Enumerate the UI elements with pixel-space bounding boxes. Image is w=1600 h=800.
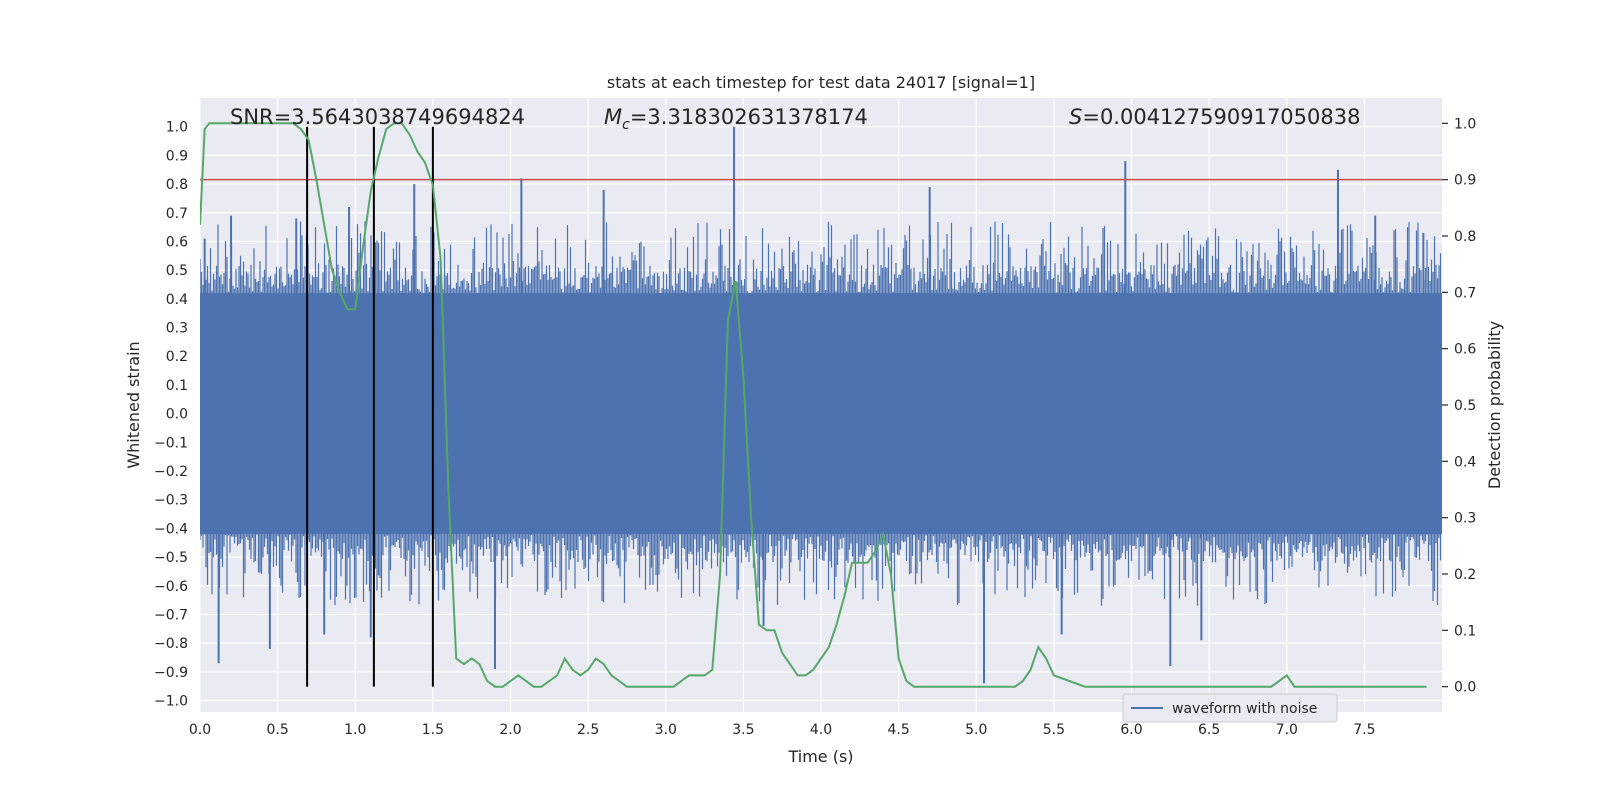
y-tick-label: 0.2 [166, 349, 188, 365]
y-axis-label: Whitened strain [124, 341, 143, 468]
s-symbol: S [1069, 105, 1082, 129]
y2-tick-label: 0.6 [1454, 342, 1476, 358]
y2-tick-label: 0.8 [1454, 229, 1476, 245]
y2-tick-label: 0.3 [1454, 511, 1476, 527]
y2-tick-label: 0.1 [1454, 623, 1476, 639]
series-detection-probability [200, 122, 1427, 688]
y-tick-label: −0.5 [154, 550, 188, 566]
x-tick-label: 5.5 [1043, 722, 1065, 738]
y-tick-label: −0.1 [154, 435, 188, 451]
y-tick-label: −0.9 [154, 665, 188, 681]
series-waveform-with-noise [200, 126, 1442, 684]
x-tick-label: 0.0 [189, 722, 211, 738]
x-tick-label: 2.0 [499, 722, 521, 738]
mc-subscript: c [622, 117, 630, 133]
snr-annotation: SNR=3.5643038749694824 [230, 105, 525, 129]
s-annotation: S=0.004127590917050838 [1069, 105, 1360, 129]
y-tick-label: 0.4 [166, 292, 188, 308]
y-tick-label: −0.7 [154, 607, 188, 623]
x-tick-label: 1.0 [344, 722, 366, 738]
x-ticks: 0.0 0.5 1.0 1.5 2.0 2.5 3.0 3.5 4.0 4.5 5.0 5.5 6.0 6… [189, 722, 1376, 738]
y-tick-label: 0.6 [166, 234, 188, 250]
y-ticks: 1.0 0.9 0.8 0.7 0.6 0.5 0.4 0.3 0.2 0.1 0.0 −0.1 −0.… [154, 120, 188, 710]
y-tick-label: 0.8 [166, 177, 188, 193]
x-tick-label: 7.0 [1276, 722, 1298, 738]
y2-ticks: 1.0 0.9 0.8 0.7 0.6 0.5 0.4 0.3 0.2 0.1 0.0 [1442, 116, 1476, 696]
chirp-mass-annotation: Mc=3.318302631378174 [604, 105, 868, 133]
mc-symbol: M [604, 105, 622, 129]
y-tick-label: −0.6 [154, 579, 188, 595]
y-tick-label: 0.7 [166, 206, 188, 222]
s-value: =0.004127590917050838 [1082, 105, 1360, 129]
x-tick-label: 6.5 [1198, 722, 1220, 738]
y-tick-label: −0.3 [154, 493, 188, 509]
x-tick-label: 3.5 [732, 722, 754, 738]
x-axis-label: Time (s) [787, 747, 853, 766]
y-tick-label: 0.0 [166, 407, 188, 423]
y2-tick-label: 0.7 [1454, 285, 1476, 301]
y2-tick-label: 1.0 [1454, 116, 1476, 132]
y-tick-label: 0.1 [166, 378, 188, 394]
y-tick-label: −1.0 [154, 694, 188, 710]
x-tick-label: 5.0 [965, 722, 987, 738]
waveform-noise [200, 221, 1442, 606]
legend: waveform with noise [1122, 693, 1338, 723]
y-tick-label: 0.3 [166, 321, 188, 337]
y2-tick-label: 0.2 [1454, 567, 1476, 583]
chart-title: stats at each timestep for test data 240… [607, 73, 1035, 92]
mc-value: =3.318302631378174 [630, 105, 868, 129]
y2-tick-label: 0.4 [1454, 454, 1476, 470]
x-tick-label: 4.0 [810, 722, 832, 738]
x-tick-label: 2.5 [577, 722, 599, 738]
y-tick-label: 0.9 [166, 148, 188, 164]
x-tick-label: 6.0 [1120, 722, 1142, 738]
y2-tick-label: 0.9 [1454, 173, 1476, 189]
y2-tick-label: 0.0 [1454, 680, 1476, 696]
y-tick-label: −0.2 [154, 464, 188, 480]
x-tick-label: 7.5 [1353, 722, 1375, 738]
y-tick-label: −0.4 [154, 521, 188, 537]
y-tick-label: −0.8 [154, 636, 188, 652]
y2-axis-label: Detection probability [1485, 321, 1504, 489]
x-tick-label: 1.5 [422, 722, 444, 738]
x-tick-label: 0.5 [266, 722, 288, 738]
x-tick-label: 4.5 [887, 722, 909, 738]
legend-label: waveform with noise [1172, 701, 1317, 717]
y-tick-label: 1.0 [166, 120, 188, 136]
marker-lines [306, 126, 434, 687]
x-tick-label: 3.0 [655, 722, 677, 738]
y2-tick-label: 0.5 [1454, 398, 1476, 414]
y-tick-label: 0.5 [166, 263, 188, 279]
legend-box [1122, 693, 1338, 723]
